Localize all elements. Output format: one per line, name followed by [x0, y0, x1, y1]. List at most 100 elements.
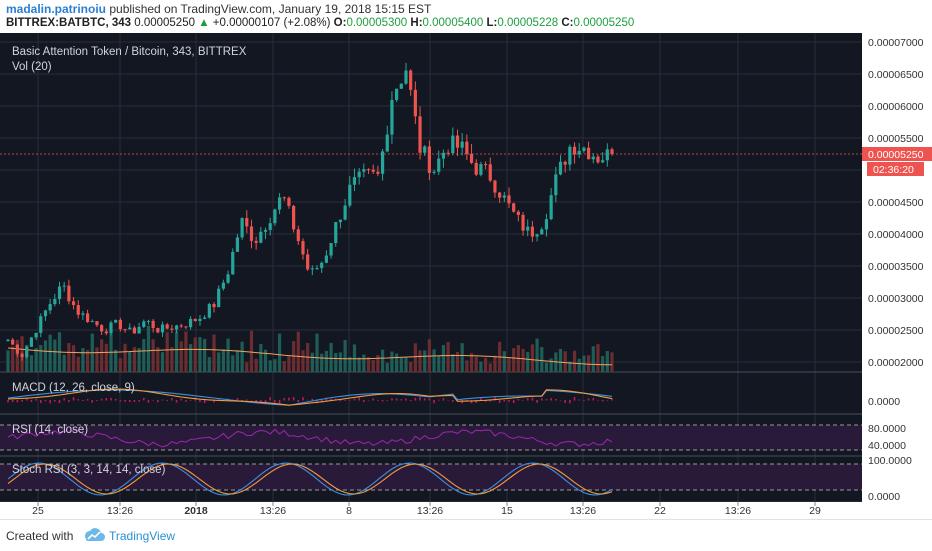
- candle-body: [437, 158, 441, 172]
- candle-body: [390, 99, 394, 135]
- candle-body: [352, 177, 357, 185]
- candle-body: [357, 171, 361, 178]
- candle-body: [184, 326, 188, 328]
- candle-body: [596, 156, 600, 163]
- y-tick-label: 0.00006500: [868, 69, 924, 81]
- symbol-label: BITTREX:BATBTC, 343: [6, 17, 132, 29]
- macd-histogram-bar: [302, 397, 304, 401]
- macd-histogram-bar: [96, 400, 98, 401]
- volume-bar: [610, 352, 614, 372]
- volume-bar: [395, 353, 399, 372]
- macd-histogram-bar: [587, 398, 590, 401]
- volume-bar: [474, 356, 478, 372]
- candle-body: [85, 313, 90, 322]
- volume-bar: [315, 333, 319, 372]
- candle-body: [348, 184, 352, 206]
- volume-bar: [535, 338, 539, 372]
- macd-title: MACD (12, 26, close, 9): [12, 382, 135, 394]
- candle-body: [34, 332, 38, 338]
- candle-body: [380, 151, 385, 174]
- candle-body: [423, 146, 427, 153]
- tradingview-logo-icon[interactable]: [82, 526, 106, 544]
- candle-body: [263, 229, 268, 232]
- x-tick-label: 13:26: [107, 505, 133, 517]
- candle-body: [277, 197, 282, 210]
- candle-body: [81, 313, 85, 315]
- macd-histogram-bar: [11, 400, 14, 403]
- macd-histogram-bar: [133, 400, 136, 402]
- footer-bar: Created with TradingView: [0, 519, 932, 551]
- volume-bar: [62, 354, 66, 372]
- volume-bar: [324, 351, 328, 372]
- macd-histogram-bar: [288, 397, 290, 401]
- candle-body: [203, 317, 207, 319]
- high-value: 0.00005400: [422, 17, 484, 29]
- volume-bar: [413, 343, 417, 372]
- volume-bar: [151, 339, 155, 372]
- macd-histogram-bar: [531, 397, 534, 401]
- candle-body: [334, 222, 338, 244]
- macd-histogram-bar: [49, 400, 51, 404]
- volume-bar: [100, 339, 104, 372]
- volume-bar: [71, 345, 76, 372]
- candle-body: [174, 325, 179, 330]
- candle-body: [123, 329, 127, 331]
- macd-histogram-bar: [517, 399, 520, 401]
- volume-bar: [591, 346, 595, 372]
- volume-bar: [34, 348, 38, 372]
- candle-body: [521, 214, 525, 231]
- volume-bar: [572, 350, 577, 372]
- tradingview-brand[interactable]: TradingView: [109, 529, 176, 543]
- macd-histogram-bar: [124, 400, 126, 402]
- candle-body: [432, 171, 436, 173]
- candle-body: [582, 147, 586, 151]
- macd-histogram-bar: [250, 399, 253, 401]
- volume-bar: [334, 352, 338, 372]
- candle-body: [292, 205, 296, 230]
- x-tick-label: 13:26: [417, 505, 443, 517]
- macd-histogram-bar: [269, 397, 272, 401]
- macd-histogram-bar: [522, 400, 524, 401]
- candlesticks: [6, 62, 614, 361]
- macd-histogram-bar: [339, 400, 342, 402]
- candle-body: [549, 195, 553, 220]
- volume-bar: [217, 352, 221, 372]
- candle-body: [282, 197, 286, 199]
- macd-histogram-bar: [283, 398, 286, 401]
- candle-body: [441, 152, 446, 159]
- macd-histogram-bar: [16, 400, 19, 403]
- macd-histogram-bar: [489, 400, 492, 402]
- volume-bar: [189, 344, 193, 372]
- macd-histogram-bar: [278, 400, 281, 404]
- volume-bar: [310, 352, 314, 372]
- candle-body: [170, 328, 174, 330]
- candle-body: [455, 135, 460, 148]
- volume-bar: [432, 349, 436, 372]
- macd-histogram-bar: [447, 399, 449, 401]
- volume-bar: [142, 339, 146, 372]
- macd-histogram-bar: [358, 397, 360, 401]
- volume-bar: [390, 351, 394, 372]
- indicator-panes: [0, 388, 862, 496]
- volume-bar: [259, 343, 263, 372]
- volume-bar: [212, 334, 216, 372]
- candle-body: [245, 218, 249, 227]
- x-tick-label: 29: [809, 505, 821, 517]
- up-arrow-icon: ▲: [198, 17, 210, 29]
- author-link[interactable]: madalin.patrinoiu: [6, 2, 107, 16]
- macd-histogram-bar: [377, 400, 379, 401]
- open-label: O:: [333, 17, 347, 29]
- candle-body: [53, 299, 57, 305]
- macd-histogram-bar: [54, 400, 56, 402]
- candle-body: [221, 282, 225, 289]
- candle-body: [189, 318, 193, 328]
- candle-body: [29, 337, 34, 347]
- macd-histogram-bar: [128, 400, 131, 403]
- volume-bar: [67, 343, 71, 372]
- chart-canvas[interactable]: 0.00007000 0.00006500 0.00006000 0.00005500…: [0, 30, 932, 519]
- volume-bar: [404, 357, 408, 372]
- x-tick-label: 15: [501, 505, 513, 517]
- x-tick-label: 13:26: [260, 505, 286, 517]
- candle-body: [128, 327, 132, 330]
- macd-histogram-bar: [555, 398, 557, 401]
